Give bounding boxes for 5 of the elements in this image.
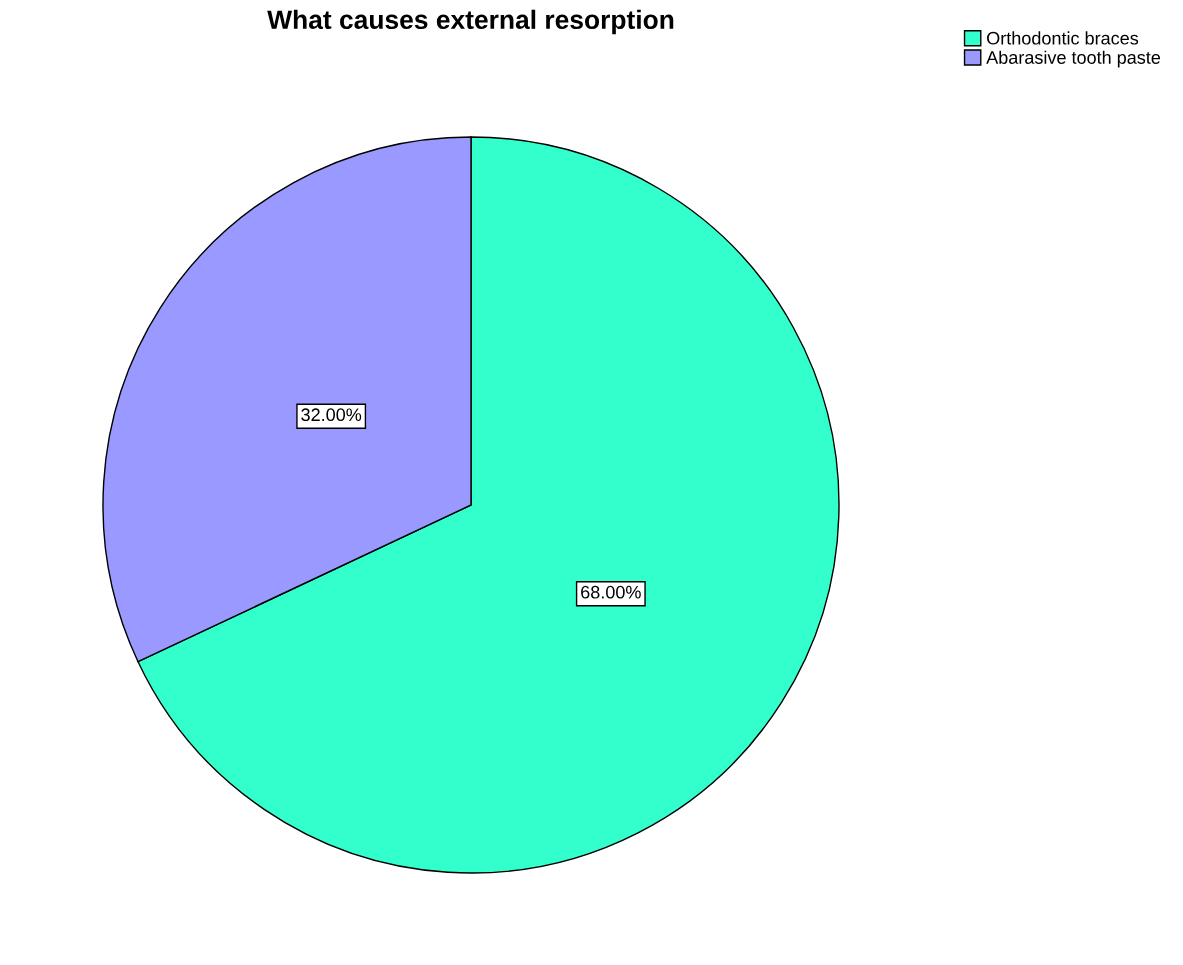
data-label: 68.00% bbox=[581, 585, 641, 599]
legend-label: Orthodontic braces bbox=[987, 31, 1139, 45]
legend-label: Abarasive tooth paste bbox=[986, 50, 1161, 68]
chart-title: What causes external resorption bbox=[267, 9, 674, 35]
data-label: 32.00% bbox=[301, 408, 362, 422]
